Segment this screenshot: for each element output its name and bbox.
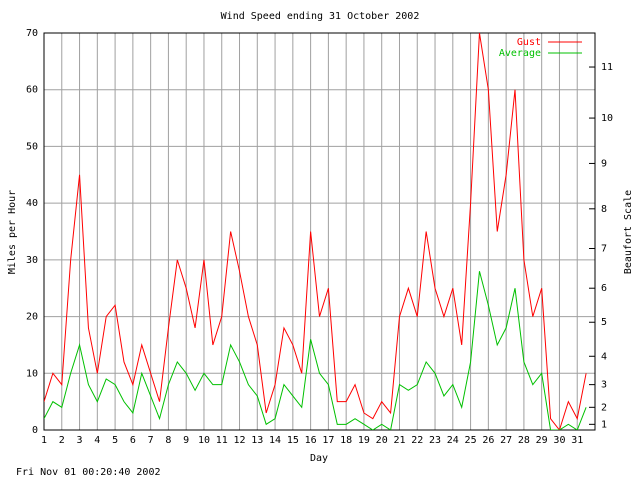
x-tick-label: 8 (165, 435, 171, 446)
chart-title: Wind Speed ending 31 October 2002 (221, 11, 420, 22)
x-tick-label: 1 (41, 435, 47, 446)
plot-area (44, 33, 587, 430)
y2-tick-label: 7 (601, 244, 607, 255)
x-tick-label: 26 (482, 435, 494, 446)
y2-tick-label: 10 (601, 113, 613, 124)
legend-label: Average (499, 48, 541, 59)
x-tick-label: 4 (94, 435, 100, 446)
x-axis-label: Day (310, 453, 328, 464)
x-tick-label: 16 (305, 435, 317, 446)
series-line (44, 271, 587, 430)
x-tick-label: 31 (571, 435, 583, 446)
y-tick-label: 0 (32, 425, 38, 436)
y2-tick-label: 6 (601, 283, 607, 294)
x-tick-label: 14 (269, 435, 281, 446)
x-tick-label: 21 (393, 435, 405, 446)
x-tick-label: 9 (183, 435, 189, 446)
y-tick-label: 40 (26, 198, 38, 209)
y-tick-label: 20 (26, 312, 38, 323)
y2-axis-label: Beaufort Scale (623, 190, 634, 274)
y-tick-label: 50 (26, 141, 38, 152)
y2-tick-label: 5 (601, 317, 607, 328)
x-tick-label: 28 (518, 435, 530, 446)
x-tick-label: 15 (287, 435, 299, 446)
y-tick-label: 70 (26, 28, 38, 39)
y-tick-label: 60 (26, 85, 38, 96)
y-axis-label: Miles per Hour (7, 190, 18, 274)
x-tick-label: 25 (465, 435, 477, 446)
legend-label: Gust (517, 37, 541, 48)
x-tick-label: 22 (411, 435, 423, 446)
y2-tick-label: 2 (601, 402, 607, 413)
x-tick-label: 27 (500, 435, 512, 446)
x-tick-label: 29 (536, 435, 548, 446)
x-tick-label: 3 (77, 435, 83, 446)
x-tick-label: 18 (340, 435, 352, 446)
x-tick-label: 5 (112, 435, 118, 446)
x-tick-label: 13 (251, 435, 263, 446)
x-tick-label: 23 (429, 435, 441, 446)
y-tick-label: 30 (26, 255, 38, 266)
x-tick-label: 12 (233, 435, 245, 446)
plot-frame (43, 32, 596, 431)
x-tick-label: 17 (322, 435, 334, 446)
y2-tick-label: 4 (601, 351, 607, 362)
x-tick-label: 11 (216, 435, 228, 446)
footer: Fri Nov 01 00:20:40 2002 (16, 467, 161, 478)
x-tick-label: 24 (447, 435, 459, 446)
y2-tick-label: 3 (601, 380, 607, 391)
x-tick-label: 20 (376, 435, 388, 446)
y-tick-label: 10 (26, 368, 38, 379)
y2-tick-label: 1 (601, 419, 607, 430)
x-tick-label: 10 (198, 435, 210, 446)
x-tick-label: 30 (553, 435, 565, 446)
x-tick-label: 6 (130, 435, 136, 446)
series-line (44, 33, 587, 430)
y2-tick-label: 11 (601, 62, 613, 73)
x-tick-label: 7 (148, 435, 154, 446)
y2-tick-label: 9 (601, 158, 607, 169)
x-tick-label: 19 (358, 435, 370, 446)
y2-tick-label: 8 (601, 204, 607, 215)
x-tick-label: 2 (59, 435, 65, 446)
